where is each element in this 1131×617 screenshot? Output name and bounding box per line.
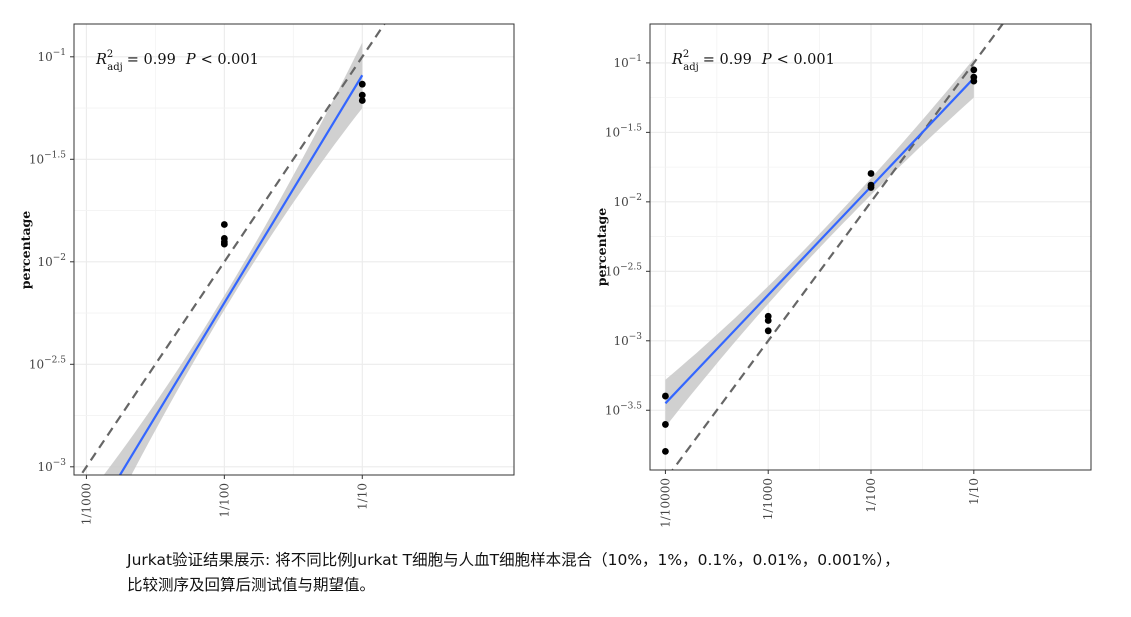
identity-line <box>671 24 1004 470</box>
p-value: < 0.001 <box>777 52 835 68</box>
tick-base: 10 <box>37 50 52 64</box>
stats-annotation: R2 adj = 0.99 P < 0.001 <box>671 49 835 73</box>
tick-base: 10 <box>613 195 628 209</box>
y-tick-label: 10−1.5 <box>29 150 66 166</box>
plot-area <box>662 24 1004 470</box>
confidence-band <box>665 58 974 427</box>
r-subscript: adj <box>107 62 122 73</box>
gridlines <box>650 24 1091 470</box>
tick-exponent: −3 <box>629 332 643 342</box>
gridlines <box>74 24 514 475</box>
tick-exponent: −2 <box>629 193 642 203</box>
r-subscript: adj <box>683 62 698 73</box>
r-value: = 0.99 <box>127 52 176 68</box>
tick-exponent: −1.5 <box>620 123 642 133</box>
data-point <box>867 184 875 191</box>
x-tick-label: 1/10 <box>967 478 981 505</box>
tick-exponent: −1 <box>53 48 66 58</box>
fit-line <box>664 77 975 405</box>
data-point <box>970 77 978 85</box>
y-tick-label: 10−1.5 <box>605 123 642 139</box>
tick-exponent: −3.5 <box>620 401 642 411</box>
tick-base: 10 <box>605 125 620 139</box>
data-point <box>867 170 875 177</box>
data-point <box>764 317 772 324</box>
tick-exponent: −2.5 <box>620 262 642 272</box>
data-point <box>358 97 366 104</box>
y-axis-title: percentage <box>594 208 609 287</box>
tick-exponent: −3 <box>53 458 67 468</box>
caption-line-2: 比较测序及回算后测试值与期望值。 <box>127 576 376 594</box>
y-tick-label: 10−2.5 <box>605 262 642 278</box>
p-value: < 0.001 <box>201 52 259 68</box>
plot-area <box>79 24 386 475</box>
y-tick-label: 10−2 <box>613 193 642 209</box>
r-superscript: 2 <box>683 49 689 60</box>
data-point <box>662 421 669 428</box>
panel-border <box>649 23 1092 471</box>
panel-border <box>73 23 515 476</box>
r-superscript: 2 <box>107 49 113 60</box>
data-point <box>220 221 228 228</box>
tick-base: 10 <box>29 152 44 166</box>
data-point <box>662 447 669 455</box>
stats-annotation: R2 adj = 0.99 P < 0.001 <box>95 49 259 73</box>
fit-line <box>118 74 364 475</box>
tick-exponent: −1 <box>629 54 642 64</box>
figure-caption: Jurkat验证结果展示: 将不同比例Jurkat T细胞与人血T细胞样本混合（… <box>127 548 1087 598</box>
data-point <box>764 327 772 335</box>
data-point <box>358 80 366 88</box>
data-point <box>662 392 669 400</box>
tick-base: 10 <box>37 460 52 474</box>
y-axis-title: percentage <box>18 211 33 290</box>
y-tick-label: 10−3.5 <box>605 401 642 417</box>
tick-base: 10 <box>605 403 620 417</box>
y-tick-label: 10−2.5 <box>29 355 66 371</box>
r-symbol: R <box>95 52 107 68</box>
tick-base: 10 <box>613 56 628 70</box>
tick-exponent: −2.5 <box>44 355 66 365</box>
tick-base: 10 <box>37 255 52 269</box>
y-tick-label: 10−2 <box>37 253 66 269</box>
y-tick-label: 10−1 <box>613 54 642 70</box>
p-symbol: P <box>761 52 772 68</box>
r-value: = 0.99 <box>703 52 752 68</box>
y-tick-label: 10−3 <box>37 458 66 474</box>
x-tick-label: 1/100 <box>217 483 231 518</box>
data-point <box>220 240 228 248</box>
x-tick-label: 1/1000 <box>79 483 93 525</box>
x-tick-label: 1/1000 <box>761 478 775 520</box>
caption-line-1: Jurkat验证结果展示: 将不同比例Jurkat T细胞与人血T细胞样本混合（… <box>127 551 900 569</box>
data-point <box>358 91 366 99</box>
x-tick-label: 1/100 <box>864 478 878 513</box>
p-symbol: P <box>185 52 196 68</box>
tick-exponent: −1.5 <box>44 150 66 160</box>
x-tick-label: 1/10000 <box>658 478 672 528</box>
y-tick-label: 10−1 <box>37 48 66 64</box>
chart-panel-2: 10−110−1.510−210−2.510−310−3.51/10000 1/1… <box>594 23 1092 528</box>
chart-panel-1: 10−110−1.510−210−2.510−31/1000 1/100 1/10p… <box>18 23 515 525</box>
tick-base: 10 <box>605 264 620 278</box>
data-point <box>970 66 978 74</box>
tick-base: 10 <box>29 357 44 371</box>
x-tick-label: 1/10 <box>355 483 369 510</box>
tick-exponent: −2 <box>53 253 66 263</box>
identity-line <box>79 24 386 475</box>
y-tick-label: 10−3 <box>613 332 642 348</box>
r-symbol: R <box>671 52 683 68</box>
tick-base: 10 <box>613 334 628 348</box>
